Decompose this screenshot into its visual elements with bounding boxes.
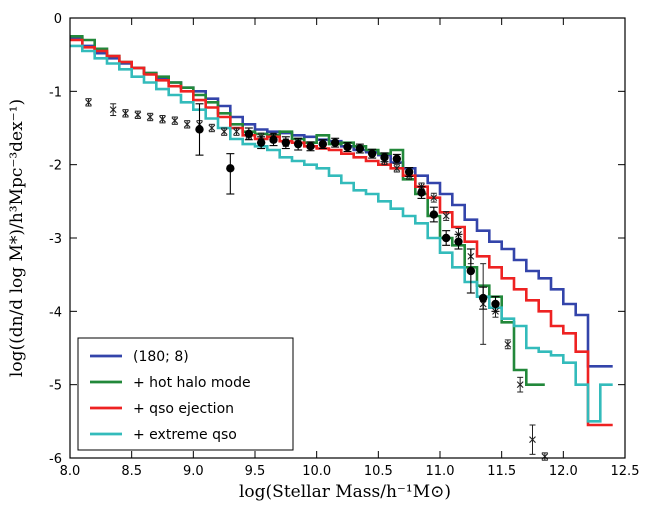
- cross-point: [183, 120, 191, 128]
- cross-point: [504, 340, 512, 348]
- dot-point: [343, 142, 352, 152]
- x-tick-label: 9.5: [245, 464, 266, 479]
- cross-point: [442, 212, 450, 220]
- series-line-0: [70, 36, 613, 368]
- x-tick-label: 10.0: [302, 464, 331, 479]
- dot-point: [441, 233, 451, 243]
- x-tick-label: 8.0: [60, 464, 81, 479]
- dot-point: [226, 164, 235, 173]
- cross-point: [393, 164, 401, 172]
- cross-point: [233, 128, 240, 136]
- series-line-3: [70, 44, 613, 423]
- legend-items: (180; 8) + hot halo mode + qso ejection + e…: [90, 349, 251, 443]
- dot-point: [380, 153, 389, 162]
- dot-point: [491, 299, 500, 309]
- observations-layer: [85, 98, 549, 461]
- dot-point: [244, 129, 254, 139]
- x-tick-label: 11.0: [426, 464, 455, 479]
- cross-point: [208, 124, 216, 132]
- dot-point: [293, 139, 303, 149]
- legend-label-1: + hot halo mode: [133, 375, 251, 391]
- dot-point: [306, 142, 315, 151]
- x-ticks: 8.0 8.5 9.0 9.5 10.0 10.5 11.0 11.5 12.0 12.5: [60, 18, 640, 479]
- cross-point: [430, 194, 438, 202]
- cross-point: [109, 106, 117, 114]
- y-axis-label: log((dn/d log M*)/h³Mpc⁻³dex⁻¹): [7, 99, 27, 377]
- cross-point: [85, 98, 92, 106]
- dot-point: [454, 237, 463, 246]
- y-tick-label: -2: [49, 159, 62, 174]
- cross-point: [171, 117, 179, 125]
- legend-label-3: + extreme qso: [133, 427, 237, 443]
- cross-point: [159, 115, 166, 123]
- legend-label-0: (180; 8): [133, 349, 189, 365]
- x-tick-label: 9.0: [183, 464, 204, 479]
- dot-point: [429, 210, 439, 219]
- dot-point: [355, 144, 365, 153]
- cross-point: [220, 128, 228, 136]
- y-tick-label: -5: [49, 379, 62, 394]
- y-tick-label: 0: [54, 12, 62, 27]
- x-tick-label: 10.5: [364, 464, 393, 479]
- dot-point: [269, 135, 278, 144]
- cross-point: [516, 381, 524, 389]
- x-tick-label: 11.5: [487, 464, 516, 479]
- cross-point: [146, 113, 154, 121]
- legend: (180; 8) + hot halo mode + qso ejection + e…: [77, 337, 294, 451]
- dot-point: [392, 154, 402, 163]
- cross-point: [122, 109, 129, 117]
- dot-point: [417, 188, 426, 197]
- legend-label-2: + qso ejection: [133, 401, 234, 417]
- dot-point: [466, 266, 476, 276]
- dot-point: [330, 138, 340, 147]
- y-tick-label: -6: [49, 452, 62, 467]
- y-tick-label: -3: [49, 232, 62, 247]
- dot-point: [281, 138, 291, 147]
- dot-point: [195, 125, 204, 134]
- cross-point: [529, 436, 536, 444]
- series-line-2: [70, 38, 613, 427]
- x-axis-label: log(Stellar Mass/h⁻¹M⊙): [239, 482, 451, 502]
- y-tick-label: -1: [49, 85, 62, 100]
- dot-point: [478, 293, 488, 303]
- x-tick-label: 12.5: [611, 464, 640, 479]
- x-tick-label: 8.5: [121, 464, 142, 479]
- y-ticks: -6 -5 -4 -3 -2 -1 0: [49, 12, 625, 467]
- cross-point: [134, 111, 142, 119]
- dot-point: [318, 139, 328, 149]
- dot-point: [367, 149, 377, 158]
- dot-point: [404, 167, 414, 177]
- dot-point: [256, 138, 266, 147]
- x-tick-label: 12.0: [549, 464, 578, 479]
- y-tick-label: -4: [49, 305, 62, 320]
